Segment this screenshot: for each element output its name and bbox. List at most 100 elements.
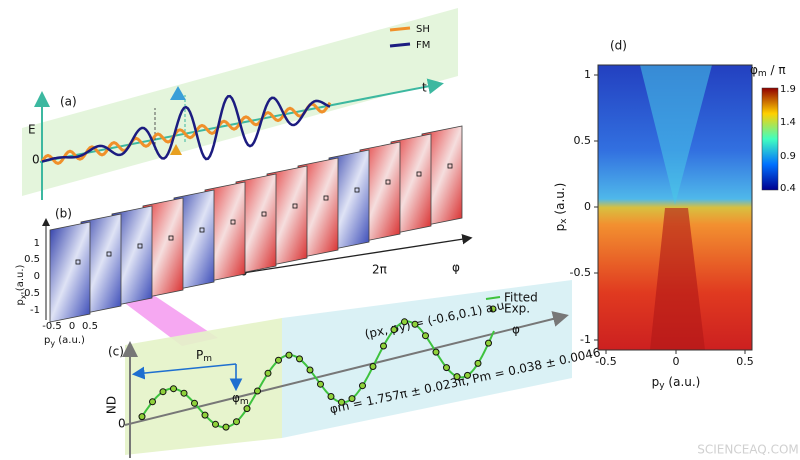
exp-point: [264, 369, 272, 377]
legend-label: SH: [416, 24, 430, 35]
colorbar-tick: 1.9: [780, 84, 796, 95]
panel-label: (d): [610, 39, 627, 53]
colorbar-tick: 1.4: [780, 117, 796, 128]
x-label: py (a.u.): [652, 375, 701, 391]
y-tick-label: 0: [34, 271, 40, 282]
exp-point: [149, 398, 156, 406]
watermark: SCIENCEAQ.COM: [697, 443, 799, 457]
pixel-marker: [137, 243, 143, 249]
pixel-marker: [261, 211, 267, 217]
exp-point: [422, 332, 429, 340]
y-label: px (a.u.): [15, 264, 28, 305]
y-tick-label: -1: [580, 333, 591, 346]
pixel-marker: [292, 203, 298, 209]
exp-point: [254, 387, 261, 395]
x-tick-label: 0.5: [736, 355, 754, 368]
pixel-marker: [447, 163, 453, 169]
pixel-marker: [168, 235, 174, 241]
pm-label: Pm: [196, 348, 212, 364]
exp-point: [191, 399, 198, 407]
fm-wave: [41, 94, 331, 163]
exp-point: [233, 418, 240, 426]
y-tick-label: -0.5: [570, 266, 591, 279]
exp-point: [159, 388, 167, 396]
x-tick-label: -0.5: [42, 321, 62, 332]
legend-swatch: [389, 26, 411, 32]
exp-point: [138, 413, 146, 421]
exp-point: [443, 364, 450, 372]
momentum-frame: [49, 221, 91, 323]
x-tick-label: 0.5: [82, 321, 98, 332]
cone-icon: [170, 144, 182, 155]
phase-axis-label: φ: [452, 261, 460, 275]
y-tick-label: 0: [584, 200, 591, 213]
legend-swatch: [485, 296, 501, 300]
legend-label: FM: [416, 40, 430, 51]
panel-label: (b): [55, 207, 72, 221]
exp-point: [369, 363, 377, 370]
origin: 0: [32, 153, 40, 167]
exp-point: [180, 389, 188, 397]
exp-point: [275, 356, 282, 364]
y-tick-label: 1: [34, 238, 40, 249]
panel-label: (c): [108, 345, 124, 359]
sh-wave: [40, 101, 332, 166]
pixel-marker: [106, 251, 112, 257]
pixel-marker: [385, 179, 391, 185]
panel-label: (a): [60, 95, 77, 109]
heatmap-feature: [640, 65, 712, 205]
y-tick-label: -0.5: [20, 288, 40, 299]
phase-end: 2π: [372, 263, 387, 277]
x-tick-label: 0: [673, 355, 680, 368]
exp-point: [317, 380, 324, 388]
heatmap-feature: [650, 208, 705, 350]
exp-point: [359, 382, 366, 390]
legend-label: Exp.: [504, 302, 530, 316]
exp-point: [464, 371, 471, 379]
axis-e: E: [28, 123, 36, 137]
colorbar-tick: 0.9: [780, 151, 796, 162]
box-green: [125, 318, 282, 455]
exp-point: [212, 420, 219, 428]
x-axis-label: φ: [512, 323, 520, 337]
exp-point: [401, 318, 408, 326]
exp-point: [474, 359, 482, 367]
exp-point: [170, 385, 177, 393]
y-axis-label: ND: [105, 396, 119, 414]
cone-icon: [170, 86, 186, 100]
pixel-marker: [75, 259, 81, 265]
y-label: px (a.u.): [553, 183, 569, 232]
band: [22, 8, 458, 196]
pixel-marker: [354, 187, 360, 193]
pixel-marker: [323, 195, 329, 201]
y-tick-label: 1: [584, 68, 591, 81]
axis-t: t: [422, 81, 427, 95]
exp-point: [201, 411, 209, 419]
exp-point: [296, 355, 303, 363]
y-tick-label: 0.5: [574, 134, 592, 147]
exp-point: [306, 366, 314, 374]
colorbar: [761, 87, 779, 191]
legend-swatch: [489, 305, 497, 313]
panel-a: (a) E 0 t SH FM: [22, 8, 458, 200]
pixel-marker: [416, 171, 422, 177]
exp-point: [432, 348, 440, 356]
exp-point: [327, 393, 335, 400]
pm-arrow: [131, 363, 237, 380]
colorbar-title: φm / π: [750, 63, 786, 79]
panel-c: (c) ND 0 φ Pm φm Fitted Exp. (px, py) = …: [105, 280, 602, 458]
exp-point: [348, 395, 356, 403]
exp-point: [390, 326, 398, 334]
exp-point: [222, 423, 230, 431]
legend-swatch: [389, 42, 411, 48]
y-tick-label: 0.5: [24, 254, 40, 265]
colorbar-tick: 0.4: [780, 183, 796, 194]
x-tick-label: 0: [69, 321, 75, 332]
exp-point: [411, 320, 419, 328]
origin: 0: [118, 417, 126, 431]
legend-label: Fitted: [504, 291, 538, 305]
exp-point: [453, 373, 461, 381]
phim-label: φm: [232, 391, 249, 407]
exp-point: [338, 398, 345, 406]
